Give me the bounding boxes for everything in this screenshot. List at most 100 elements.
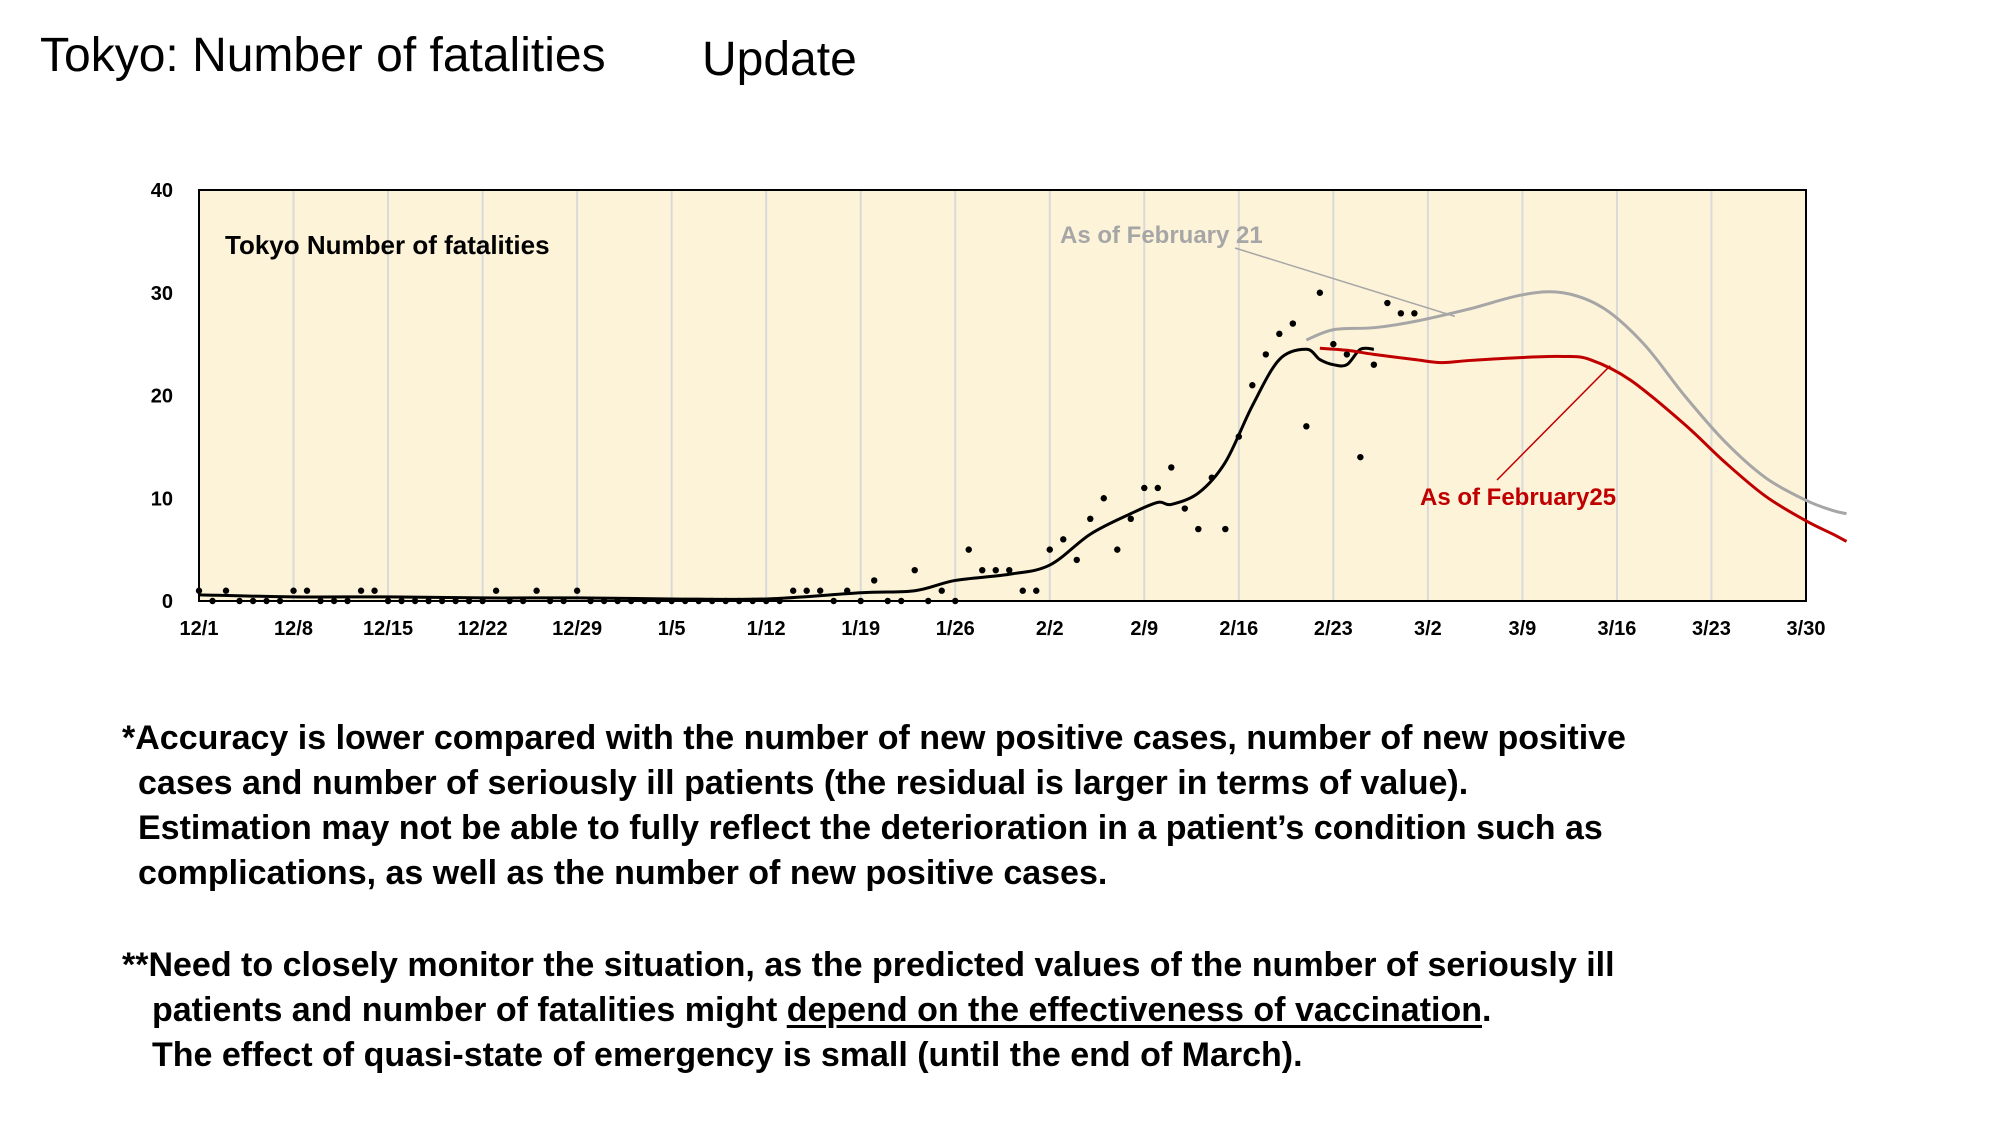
leader-line xyxy=(1496,365,1611,481)
update-label: Update xyxy=(702,33,857,86)
forecast-feb21-line xyxy=(1305,290,1847,516)
x-tick-label: 3/30 xyxy=(1787,618,1826,640)
data-point xyxy=(938,587,945,594)
data-point xyxy=(884,597,891,605)
data-point xyxy=(330,597,338,605)
data-point xyxy=(1370,361,1378,368)
data-point xyxy=(898,597,905,605)
data-point xyxy=(222,587,230,594)
x-tick-label: 1/5 xyxy=(658,618,686,640)
data-point xyxy=(398,597,405,605)
data-point xyxy=(344,597,351,605)
data-point xyxy=(263,597,270,605)
data-point xyxy=(1411,310,1418,317)
annotation-feb21: As of February 21 xyxy=(1060,222,1263,249)
forecast-feb25-line xyxy=(1319,346,1848,543)
data-point xyxy=(1181,505,1189,512)
y-tick-label: 0 xyxy=(162,591,173,613)
data-point xyxy=(357,587,365,594)
data-point xyxy=(317,597,324,605)
x-tick-label: 1/19 xyxy=(841,618,880,640)
accuracy-note: *Accuracy is lower compared with the num… xyxy=(122,716,1626,896)
data-point xyxy=(209,597,216,605)
slide-title: Tokyo: Number of fatalities xyxy=(40,29,606,82)
note1-line: cases and number of seriously ill patien… xyxy=(138,764,1469,802)
axes: 12/1 12/8 12/15 12/22 12/29 1/5 1/12 1/19 1/26 2/… xyxy=(151,180,1826,640)
data-point xyxy=(1343,351,1351,358)
y-tick-label: 10 xyxy=(151,488,173,510)
data-point xyxy=(1289,320,1297,327)
chart-title: Tokyo Number of fatalities xyxy=(225,230,550,260)
data-point xyxy=(1384,299,1391,307)
data-point xyxy=(1100,495,1107,502)
note2-line: The effect of quasi-state of emergency i… xyxy=(152,1036,1303,1074)
data-point xyxy=(1249,382,1256,389)
note1-line: *Accuracy is lower compared with the num… xyxy=(122,719,1626,757)
data-point xyxy=(452,597,459,605)
plot-frame xyxy=(198,189,1807,602)
data-point xyxy=(789,587,797,594)
y-tick-label: 40 xyxy=(151,180,173,202)
data-point xyxy=(1033,587,1040,594)
data-point xyxy=(1330,340,1337,348)
data-point xyxy=(411,597,419,605)
data-point xyxy=(573,587,581,594)
note1-line: Estimation may not be able to fully refl… xyxy=(138,809,1603,847)
data-point xyxy=(1357,453,1364,461)
data-point xyxy=(546,597,554,605)
data-point xyxy=(925,597,932,605)
data-point xyxy=(1397,310,1405,317)
fatalities-chart: 12/1 12/8 12/15 12/22 12/29 1/5 1/12 1/19 1/26 2/… xyxy=(151,180,1848,640)
grid xyxy=(292,190,1713,601)
note2-text: . xyxy=(1482,991,1492,1029)
data-point xyxy=(371,587,378,594)
data-point xyxy=(830,597,837,605)
data-point xyxy=(1073,556,1080,564)
plot-area xyxy=(199,190,1806,601)
data-point xyxy=(438,597,446,605)
x-tick-label: 3/16 xyxy=(1597,618,1636,640)
annotations: As of February 21 As of February25 xyxy=(1060,222,1616,511)
data-point xyxy=(816,587,824,594)
series xyxy=(195,289,1848,605)
data-point xyxy=(384,597,392,605)
data-point xyxy=(492,587,500,594)
data-point xyxy=(965,546,972,553)
x-tick-label: 12/29 xyxy=(552,618,602,640)
data-point xyxy=(560,597,567,605)
data-point xyxy=(290,587,297,594)
data-point xyxy=(1276,330,1283,338)
annotation-feb25: As of February25 xyxy=(1420,484,1616,511)
x-tick-label: 1/12 xyxy=(747,618,786,640)
note2-line: patients and number of fatalities might … xyxy=(122,988,1615,1033)
data-point xyxy=(1262,351,1270,358)
data-point xyxy=(952,597,959,605)
data-point xyxy=(1195,525,1202,533)
x-tick-label: 2/23 xyxy=(1314,618,1353,640)
note1-line: complications, as well as the number of … xyxy=(138,854,1108,892)
y-tick-label: 20 xyxy=(151,386,173,408)
data-point xyxy=(1006,566,1013,574)
data-point xyxy=(803,587,810,594)
data-point xyxy=(979,566,986,574)
data-point xyxy=(1046,546,1053,553)
x-tick-label: 1/26 xyxy=(936,618,975,640)
smoothed-line xyxy=(198,346,1375,601)
data-point xyxy=(1316,289,1324,296)
data-point xyxy=(533,587,540,594)
data-point xyxy=(857,597,864,605)
data-point xyxy=(236,597,243,605)
data-point xyxy=(1060,536,1067,543)
vaccination-emphasis: depend on the effectiveness of vaccinati… xyxy=(786,991,1483,1029)
data-point xyxy=(871,577,878,584)
note2-line: **Need to closely monitor the situation,… xyxy=(122,946,1615,984)
x-tick-label: 12/22 xyxy=(458,618,508,640)
data-point xyxy=(992,566,999,574)
x-tick-label: 12/1 xyxy=(180,618,219,640)
data-point xyxy=(911,566,918,574)
data-point xyxy=(1114,546,1121,553)
x-tick-label: 3/2 xyxy=(1414,618,1442,640)
data-point xyxy=(195,587,203,594)
data-point xyxy=(425,597,432,605)
data-point xyxy=(1168,464,1175,471)
